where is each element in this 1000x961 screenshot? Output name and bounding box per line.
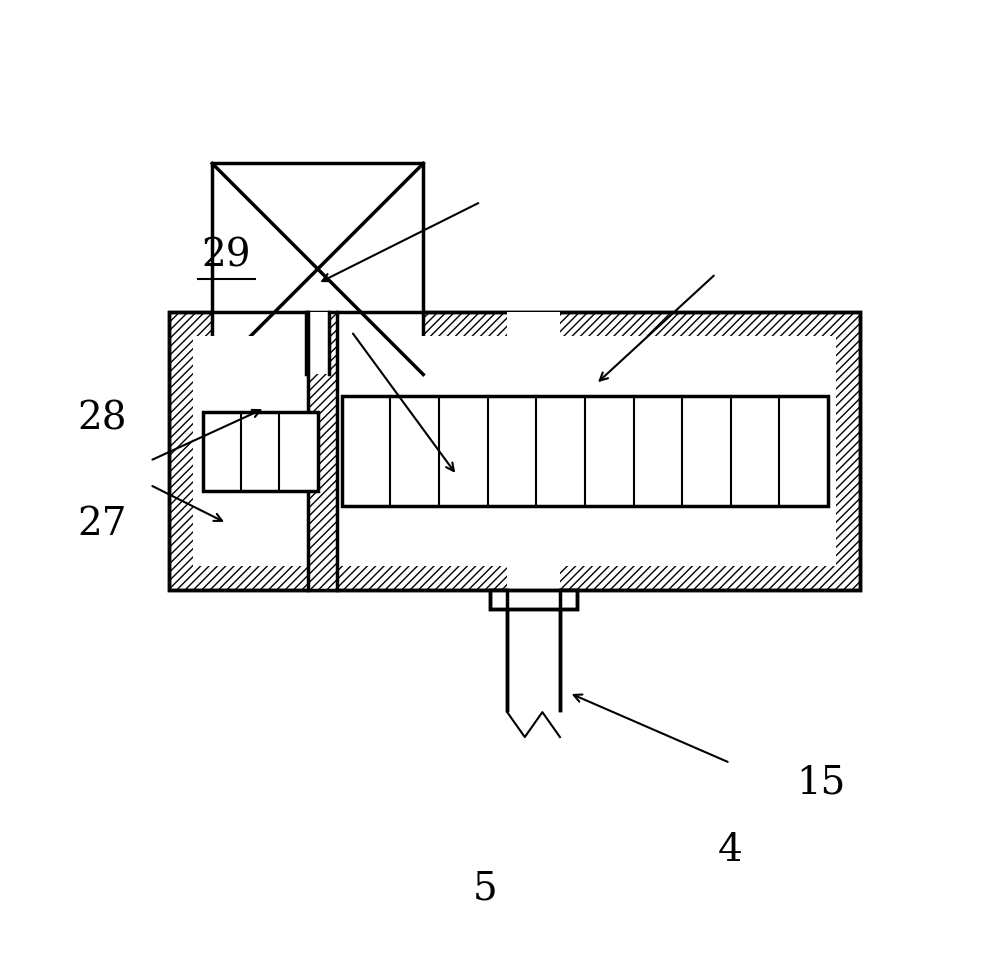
Text: 28: 28 — [77, 400, 127, 436]
Bar — [308, 313, 337, 591]
Text: 15: 15 — [797, 764, 846, 801]
Bar — [342, 397, 828, 506]
Bar — [212, 164, 423, 375]
Bar — [507, 313, 560, 591]
Text: 27: 27 — [77, 505, 127, 542]
Text: 29: 29 — [202, 236, 251, 274]
Bar — [193, 336, 836, 567]
Bar — [193, 336, 308, 567]
Bar — [306, 313, 329, 375]
Bar — [490, 591, 577, 610]
Text: 4: 4 — [718, 831, 743, 868]
Bar — [169, 313, 860, 591]
Bar — [490, 591, 577, 610]
Text: 5: 5 — [473, 870, 498, 906]
Bar — [203, 412, 318, 491]
Bar — [169, 313, 860, 591]
Bar — [490, 591, 577, 610]
